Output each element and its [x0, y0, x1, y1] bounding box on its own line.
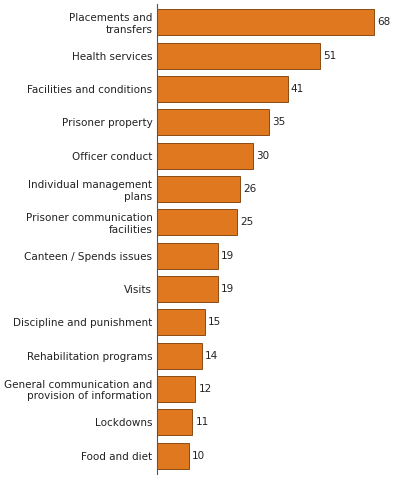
Bar	[157, 10, 374, 35]
Text: 10: 10	[192, 450, 206, 460]
Bar	[157, 276, 218, 302]
Bar	[157, 176, 240, 202]
Text: 19: 19	[221, 284, 234, 294]
Bar	[157, 209, 237, 235]
Text: 30: 30	[256, 151, 269, 161]
Text: 26: 26	[243, 184, 256, 194]
Text: 68: 68	[377, 18, 390, 28]
Bar	[157, 376, 196, 402]
Bar	[157, 309, 205, 335]
Bar	[157, 409, 192, 435]
Bar	[157, 76, 288, 102]
Text: 35: 35	[272, 118, 285, 128]
Text: 11: 11	[196, 417, 209, 427]
Text: 25: 25	[240, 217, 253, 228]
Text: 14: 14	[205, 350, 218, 360]
Text: 12: 12	[199, 384, 212, 394]
Bar	[157, 109, 269, 135]
Text: 41: 41	[291, 84, 304, 94]
Text: 15: 15	[208, 317, 221, 327]
Text: 19: 19	[221, 250, 234, 261]
Bar	[157, 243, 218, 269]
Bar	[157, 43, 319, 69]
Bar	[157, 443, 189, 468]
Bar	[157, 343, 202, 369]
Text: 51: 51	[323, 51, 336, 61]
Bar	[157, 143, 253, 169]
